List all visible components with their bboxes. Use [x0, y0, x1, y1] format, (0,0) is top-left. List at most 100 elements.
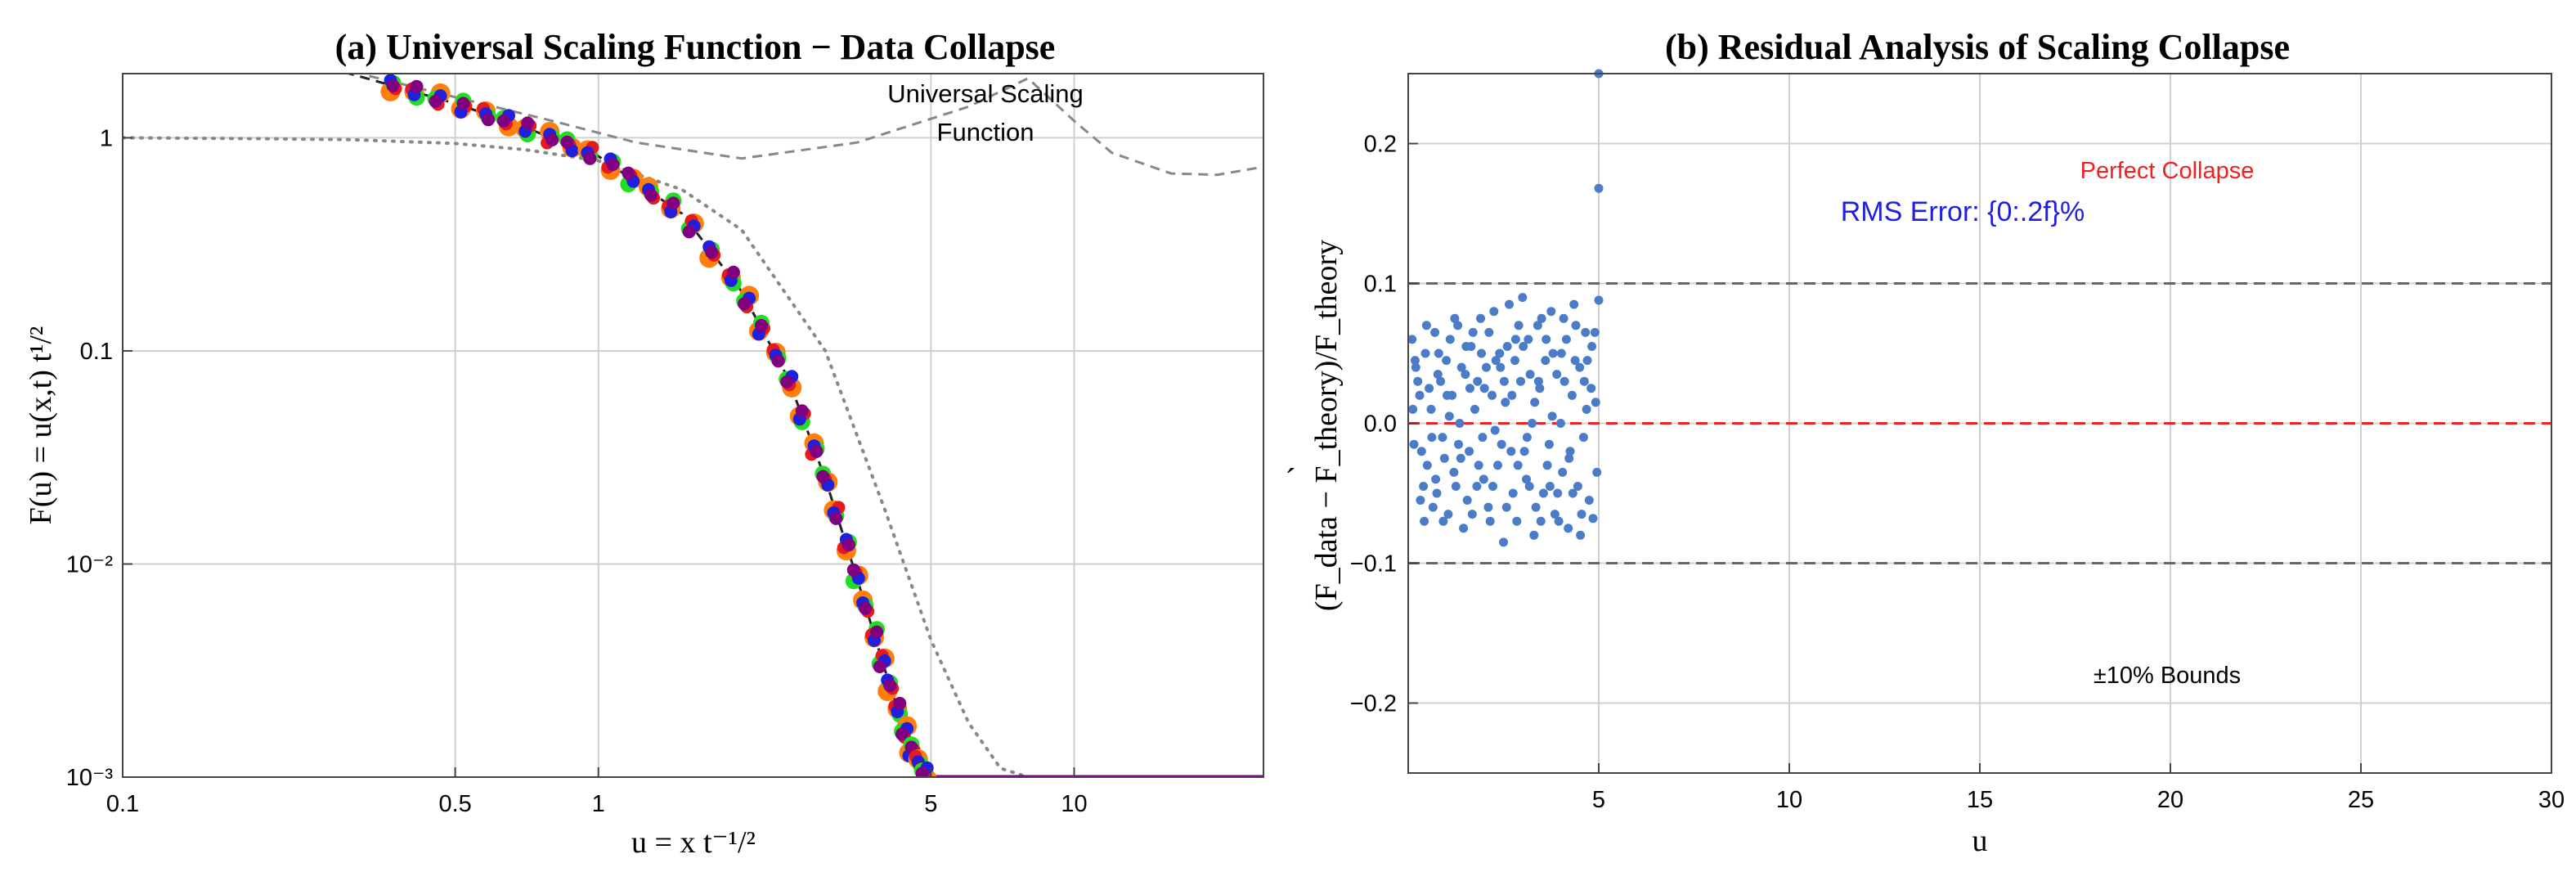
residual-point: [1425, 384, 1434, 393]
residual-point: [1554, 516, 1564, 526]
residual-point: [1573, 482, 1582, 491]
data-point-purple: [726, 265, 740, 279]
x-tick-label: 5: [1592, 787, 1605, 813]
residual-point: [1479, 474, 1488, 484]
residual-point: [1430, 327, 1440, 337]
residual-point: [1505, 299, 1514, 309]
residual-point: [1495, 348, 1505, 358]
residual-point: [1485, 516, 1495, 526]
data-point-purple: [895, 727, 909, 741]
residual-point: [1467, 510, 1477, 519]
residual-point: [1474, 461, 1483, 470]
residual-point: [1479, 384, 1489, 393]
panel-b-reference-lines: [1408, 282, 2551, 564]
residual-point: [1559, 313, 1568, 323]
residual-point: [1489, 307, 1499, 317]
data-point-purple: [583, 151, 597, 165]
residual-point: [1591, 398, 1600, 407]
panel-a-title: (a) Universal Scaling Function − Data Co…: [335, 27, 1056, 67]
residual-point: [1544, 439, 1554, 449]
residual-point: [1590, 327, 1600, 337]
residual-point: [1594, 295, 1604, 305]
x-tick-label: 0.5: [438, 791, 471, 817]
data-point-purple: [682, 225, 696, 239]
residual-point: [1536, 516, 1546, 526]
data-point-purple: [829, 511, 843, 525]
residual-point: [1587, 342, 1597, 351]
panel-a-annotation-line2: Function: [937, 118, 1034, 146]
residual-point: [1443, 510, 1453, 519]
residual-point: [1456, 453, 1465, 463]
data-point-purple: [795, 404, 809, 418]
data-point-purple: [521, 116, 535, 130]
data-point-purple: [873, 660, 886, 673]
residual-point: [1533, 321, 1542, 330]
residual-point: [1584, 496, 1594, 505]
x-tick-label: 5: [924, 791, 937, 817]
residual-point: [1493, 461, 1502, 470]
residual-point: [1546, 307, 1556, 317]
residual-point: [1579, 376, 1589, 386]
residual-point: [1512, 516, 1522, 526]
data-point-purple: [545, 133, 559, 146]
residual-point: [1465, 447, 1474, 456]
residual-point: [1416, 496, 1425, 505]
residual-point: [1499, 537, 1508, 547]
residual-point: [1420, 348, 1430, 358]
residual-point: [1542, 335, 1551, 344]
residual-point: [1581, 327, 1591, 337]
residual-point: [1427, 433, 1437, 443]
data-point-purple: [755, 318, 768, 332]
residual-point: [1501, 398, 1510, 407]
y-tick-label: −0.1: [1350, 551, 1397, 578]
data-point-purple: [410, 79, 424, 93]
residual-point: [1419, 482, 1429, 491]
residual-point: [1407, 335, 1417, 344]
residual-point: [1465, 384, 1474, 393]
residual-point: [1561, 335, 1571, 344]
residual-point: [1537, 313, 1546, 323]
residual-point: [1499, 376, 1509, 386]
y-tick-label: 0.1: [1364, 272, 1397, 298]
residual-point: [1438, 433, 1447, 443]
series-gaussian-curve: [123, 136, 1030, 777]
residual-point: [1428, 502, 1438, 512]
panel-a-frame: [122, 73, 1264, 778]
panel-a-x-axis-label: u = x t⁻¹/²: [631, 825, 756, 860]
residual-point: [1548, 348, 1558, 358]
residual-point: [1502, 342, 1512, 351]
residual-point: [1462, 496, 1472, 505]
residual-point: [1456, 362, 1466, 372]
y-tick-label: 0.2: [1364, 132, 1397, 158]
residual-point: [1578, 433, 1588, 443]
residual-point: [1484, 327, 1494, 337]
data-point-purple: [456, 97, 470, 110]
residual-point: [1570, 356, 1580, 366]
data-point-purple: [705, 245, 719, 259]
x-tick-label: 10: [1061, 791, 1087, 817]
residual-point: [1482, 362, 1491, 372]
residual-point: [1478, 433, 1488, 443]
residual-point: [1510, 335, 1520, 344]
residual-point: [1522, 433, 1532, 443]
residual-point: [1415, 390, 1425, 400]
x-tick-label: 20: [2157, 787, 2183, 813]
panel-b-title: (b) Residual Analysis of Scaling Collaps…: [1665, 27, 2290, 67]
residual-point: [1422, 461, 1432, 470]
residual-point: [1408, 404, 1418, 414]
residual-point: [1514, 321, 1524, 330]
x-tick-label: 30: [2538, 787, 2565, 813]
panel-a-grid: [123, 74, 1263, 777]
residual-point: [1582, 404, 1591, 414]
residual-point: [1556, 348, 1566, 358]
residual-point: [1518, 293, 1528, 303]
residual-point: [1413, 376, 1423, 386]
panel-a-tick-labels: 0.1 0.5 1 5 10 1 0.1 10⁻² 10⁻³: [66, 125, 1088, 817]
residual-point: [1519, 342, 1528, 351]
residual-point: [1449, 467, 1459, 477]
residual-point: [1477, 348, 1486, 358]
residual-point: [1545, 482, 1555, 491]
residual-point: [1531, 502, 1541, 512]
residual-point: [1421, 321, 1431, 330]
residual-point: [1451, 482, 1461, 491]
